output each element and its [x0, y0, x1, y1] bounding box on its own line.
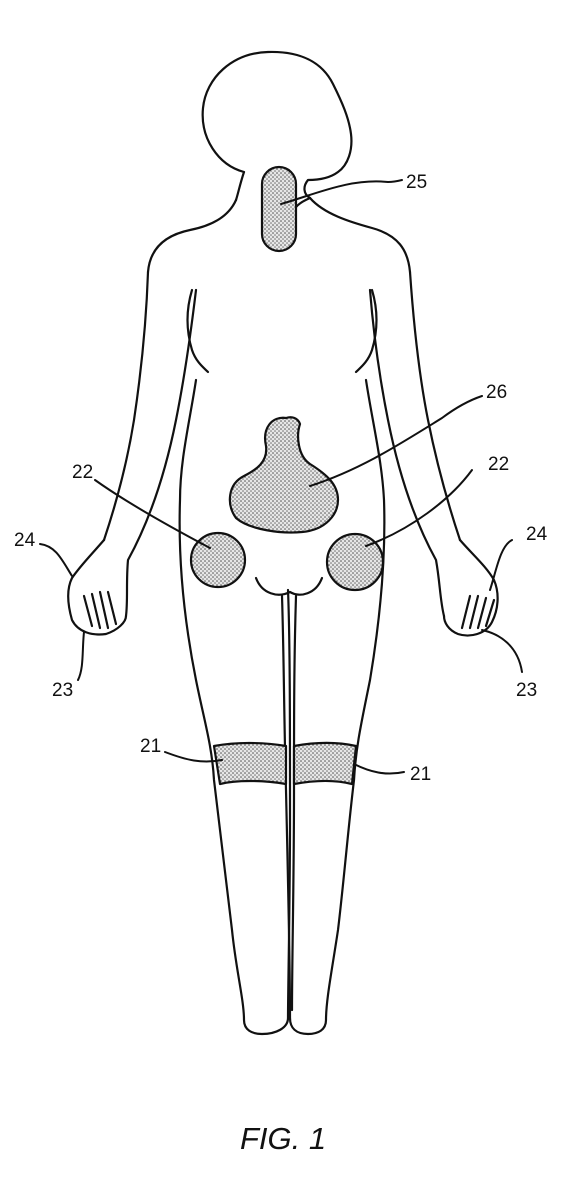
buttock-line: [256, 578, 322, 595]
shaded-regions: [191, 167, 383, 784]
neck-region: [262, 167, 296, 251]
label-22-right: 22: [488, 454, 509, 475]
figure-caption: FIG. 1: [240, 1121, 326, 1156]
label-21-left: 21: [140, 736, 161, 757]
leader-21-left: [165, 752, 222, 762]
leader-21-right: [354, 764, 404, 774]
leader-24-right: [490, 540, 512, 590]
label-23-left: 23: [52, 680, 73, 701]
label-22-left: 22: [72, 462, 93, 483]
leader-25: [281, 180, 402, 204]
knee-band-left: [214, 743, 286, 784]
leader-24-left: [40, 544, 72, 576]
label-26: 26: [486, 382, 507, 403]
knee-band-right: [294, 743, 356, 784]
label-21-right: 21: [410, 764, 431, 785]
leader-23-left: [78, 632, 84, 680]
label-24-left: 24: [14, 530, 36, 551]
label-24-right: 24: [526, 524, 548, 545]
label-23-right: 23: [516, 680, 537, 701]
leader-26: [310, 396, 482, 486]
lower-back-region: [230, 417, 338, 532]
right-arm-outline: [410, 272, 460, 540]
leader-23-right: [482, 630, 522, 672]
label-25: 25: [406, 172, 427, 193]
